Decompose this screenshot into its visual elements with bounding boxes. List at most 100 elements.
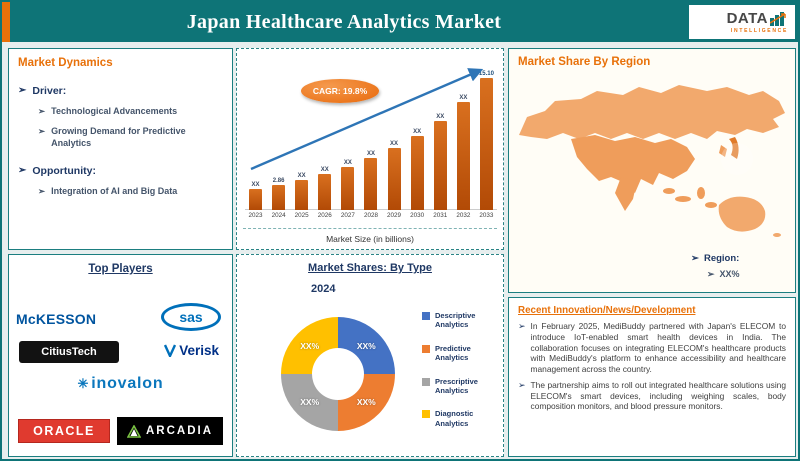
legend-item: Prescriptive Analytics	[422, 377, 497, 396]
bar-2026: XX 2026	[314, 167, 335, 219]
bar-rect	[272, 185, 286, 210]
driver-heading: ➢ Driver:	[18, 85, 223, 97]
x-tick-label: 2024	[271, 212, 286, 219]
top-players-title: Top Players	[88, 263, 153, 275]
bar-2029: XX 2029	[384, 141, 405, 219]
bar-chart-m-icon	[770, 11, 786, 26]
arrow-bullet-icon: ➢	[38, 185, 46, 196]
bar-2030: XX 2030	[407, 129, 428, 219]
market-dynamics-title: Market Dynamics	[18, 57, 113, 69]
driver-label: Driver:	[32, 85, 67, 97]
legend-label: Descriptive Analytics	[435, 311, 476, 330]
x-tick-label: 2028	[363, 212, 378, 219]
arrow-bullet-icon: ➢	[38, 106, 46, 116]
legend-swatch	[422, 377, 430, 386]
verisk-v-icon	[164, 344, 177, 357]
market-shares-panel: Market Shares: By Type 2024 XX% XX% XX% XX%…	[236, 254, 504, 457]
logo-text: DATA	[726, 9, 768, 27]
x-tick-label: 2023	[248, 212, 263, 219]
region-share-panel: Market Share By Region ➢ Region: ➢ XX%	[508, 48, 796, 293]
arrow-bullet-icon: ➢	[518, 379, 526, 390]
logo-tagline: INTELLIGENCE	[730, 27, 788, 34]
x-tick-label: 2030	[410, 212, 425, 219]
news-item-text: The partnership aims to roll out integra…	[530, 379, 786, 412]
header-accent-bar	[2, 2, 10, 42]
legend-item: Predictive Analytics	[422, 344, 497, 363]
player-logo-mckesson: McKESSON	[16, 311, 97, 327]
driver-item: ➢ Growing Demand for Predictive Analytic…	[38, 126, 223, 149]
arrow-bullet-icon: ➢	[18, 85, 27, 96]
donut-chart: XX% XX% XX% XX%	[281, 317, 395, 431]
bar-value-label: XX	[251, 182, 260, 188]
bar-rect	[387, 148, 401, 210]
region-value: ➢ XX%	[707, 269, 740, 280]
market-shares-title: Market Shares: By Type	[308, 262, 432, 274]
cagr-value: CAGR: 19.8%	[312, 86, 368, 96]
arrow-bullet-icon: ➢	[38, 126, 46, 137]
header: Japan Healthcare Analytics Market DATA I…	[2, 2, 798, 42]
opportunity-item-text: Integration of AI and Big Data	[51, 185, 178, 196]
bar-2025: XX 2025	[291, 173, 312, 219]
bar-rect	[249, 189, 262, 210]
bar-value-label: XX	[297, 173, 306, 179]
news-panel: Recent Innovation/News/Development ➢ In …	[508, 297, 796, 457]
bar-value-label: XX	[343, 160, 352, 166]
arcadia-triangle-icon	[126, 424, 141, 438]
news-item-text: In February 2025, MediBuddy partnered wi…	[530, 321, 786, 374]
region-value-text: XX%	[719, 269, 740, 279]
top-players-panel: Top Players McKESSON sas CitiusTech Veri…	[8, 254, 233, 457]
chart-legend: Descriptive Analytics Predictive Analytic…	[422, 311, 497, 428]
driver-item: ➢ Technological Advancements	[38, 106, 223, 117]
x-tick-label: 2027	[340, 212, 355, 219]
bar-rect	[318, 174, 332, 210]
x-tick-label: 2026	[317, 212, 332, 219]
legend-label: Predictive Analytics	[435, 343, 471, 363]
datam-intelligence-logo: DATA INTELLIGENCE	[689, 5, 795, 39]
driver-item-text: Technological Advancements	[51, 106, 178, 116]
x-tick-label: 2032	[456, 212, 471, 219]
chart-caption: Market Size (in billions)	[243, 228, 497, 244]
bar-rect	[410, 136, 424, 210]
legend-label: Prescriptive Analytics	[435, 376, 478, 395]
x-tick-label: 2025	[294, 212, 309, 219]
player-logo-oracle: ORACLE	[18, 419, 110, 443]
player-logo-inovalon: ✳ inovalon	[9, 375, 232, 393]
bar-rect	[479, 78, 493, 210]
bar-rect	[456, 102, 470, 210]
bar-value-label: XX	[390, 141, 399, 147]
bar-value-label: XX	[320, 167, 329, 173]
inovalon-text: inovalon	[91, 375, 164, 392]
region-map	[519, 85, 785, 237]
bar-value-label: 15.10	[478, 71, 494, 77]
bar-2033: 15.10 2033	[476, 71, 497, 219]
bar-value-label: 2.86	[272, 178, 285, 184]
region-share-title: Market Share By Region	[518, 56, 651, 68]
opportunity-heading: ➢ Opportunity:	[18, 165, 223, 177]
legend-swatch	[422, 344, 430, 353]
donut-hole	[312, 348, 364, 400]
bar-value-label: XX	[413, 129, 422, 135]
region-label: ➢ Region:	[691, 253, 739, 264]
x-tick-label: 2033	[479, 212, 494, 219]
bar-2032: XX 2032	[453, 95, 474, 219]
bar-2028: XX 2028	[360, 151, 381, 219]
bar-2023: XX 2023	[245, 182, 266, 219]
player-logo-sas: sas	[161, 303, 221, 331]
legend-item: Descriptive Analytics	[422, 311, 497, 330]
bar-rect	[341, 167, 355, 210]
region-label-text: Region:	[703, 253, 740, 264]
bar-value-label: XX	[366, 151, 375, 157]
slice-percent-label: XX%	[356, 397, 376, 408]
page-title: Japan Healthcare Analytics Market	[186, 11, 502, 33]
legend-label: Diagnostic Analytics	[435, 409, 474, 428]
slice-percent-label: XX%	[356, 340, 376, 351]
chart-year-label: 2024	[311, 283, 336, 295]
bar-value-label: XX	[459, 95, 468, 101]
news-title: Recent Innovation/News/Development	[518, 305, 696, 316]
arrow-bullet-icon: ➢	[691, 253, 699, 264]
player-logo-arcadia: ARCADIA	[117, 417, 223, 445]
opportunity-item: ➢ Integration of AI and Big Data	[38, 186, 223, 197]
logo-wordmark: DATA	[727, 11, 788, 26]
arrow-bullet-icon: ➢	[18, 164, 27, 176]
x-tick-label: 2029	[387, 212, 402, 219]
